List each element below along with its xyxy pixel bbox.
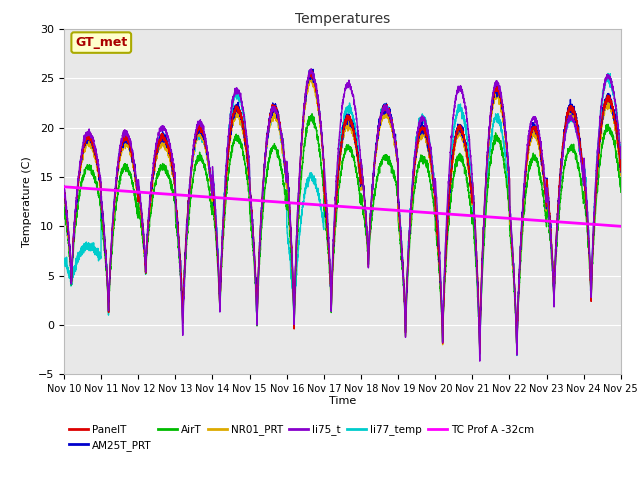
Legend: PanelT, AM25T_PRT, AirT, NR01_PRT, li75_t, li77_temp, TC Prof A -32cm: PanelT, AM25T_PRT, AirT, NR01_PRT, li75_… (69, 424, 534, 451)
Text: GT_met: GT_met (75, 36, 127, 49)
X-axis label: Time: Time (329, 396, 356, 406)
Title: Temperatures: Temperatures (295, 12, 390, 26)
Y-axis label: Temperature (C): Temperature (C) (22, 156, 33, 247)
